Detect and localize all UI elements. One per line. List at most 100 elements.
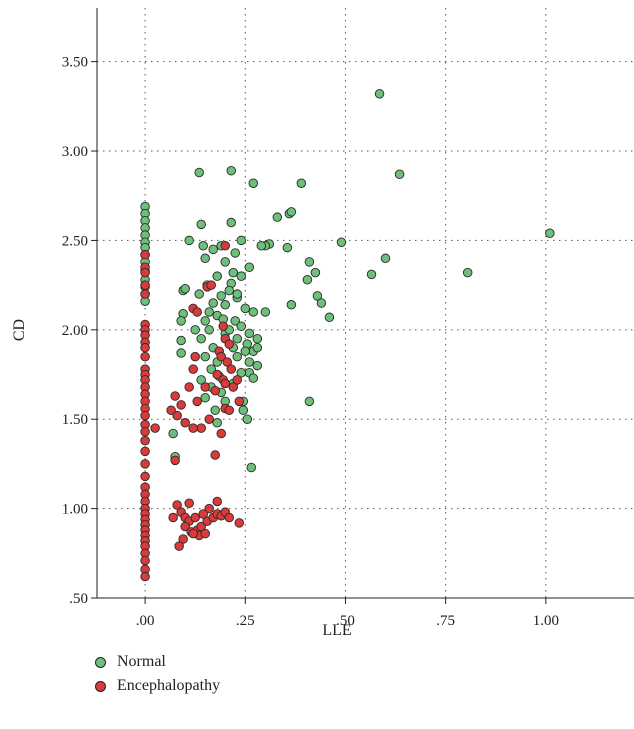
point-encephalopathy: [192, 307, 202, 317]
point-normal: [296, 178, 307, 188]
point-encephalopathy: [180, 521, 190, 532]
point-encephalopathy: [188, 423, 198, 433]
point-encephalopathy: [140, 280, 150, 290]
point-encephalopathy: [196, 521, 206, 532]
point-encephalopathy: [204, 414, 214, 424]
point-normal: [310, 267, 321, 278]
point-normal: [374, 89, 385, 99]
point-encephalopathy: [170, 455, 180, 466]
point-encephalopathy: [232, 375, 243, 385]
point-normal: [256, 241, 267, 251]
point-normal: [196, 219, 206, 230]
point-normal: [252, 360, 263, 371]
point-encephalopathy: [210, 385, 220, 396]
point-normal: [230, 248, 241, 258]
point-normal: [232, 334, 243, 344]
point-normal: [236, 271, 247, 281]
point-encephalopathy: [204, 503, 214, 514]
y-tick-label: 1.50: [62, 412, 88, 428]
x-tick-label: .50: [336, 613, 355, 629]
point-normal: [230, 316, 241, 326]
y-tick-label: 3.50: [62, 55, 88, 71]
point-encephalopathy: [198, 509, 208, 519]
point-normal: [246, 462, 257, 473]
legend: Normal Encephalopathy: [95, 650, 220, 698]
point-normal: [240, 303, 251, 314]
point-normal: [242, 414, 253, 424]
point-normal: [336, 237, 347, 247]
point-normal: [232, 289, 243, 299]
ticks: .50 1.00 1.50 2.00 2.50 3.00 3.50 .00 .25 .50 .75 1…: [62, 55, 559, 629]
point-normal: [286, 207, 297, 217]
point-normal: [324, 312, 335, 323]
point-normal: [304, 257, 315, 267]
point-normal: [176, 335, 186, 346]
point-normal: [236, 321, 247, 331]
point-normal: [248, 178, 259, 188]
point-encephalopathy: [140, 571, 150, 582]
point-normal: [272, 212, 283, 222]
point-encephalopathy: [228, 382, 239, 392]
point-normal: [168, 428, 178, 439]
point-normal: [176, 316, 186, 326]
point-normal: [226, 217, 236, 228]
point-encephalopathy: [196, 423, 206, 433]
point-encephalopathy: [224, 512, 234, 523]
point-normal: [244, 328, 255, 339]
point-normal: [212, 271, 222, 281]
point-normal: [196, 375, 206, 385]
scatter-chart: .50 1.00 1.50 2.00 2.50 3.00 3.50 .00 .25 .50 .75 1…: [11, 8, 634, 639]
point-encephalopathy: [190, 512, 200, 523]
point-normal: [220, 257, 230, 267]
point-normal: [224, 285, 234, 296]
point-normal: [212, 418, 222, 428]
point-encephalopathy: [188, 528, 198, 539]
point-encephalopathy: [140, 249, 150, 260]
point-normal: [204, 325, 214, 335]
point-encephalopathy: [212, 496, 222, 507]
point-normal: [244, 262, 255, 272]
point-normal: [236, 367, 247, 378]
point-normal: [176, 348, 186, 358]
y-tick-label: 2.50: [62, 233, 88, 249]
point-normal: [380, 253, 391, 264]
point-encephalopathy: [216, 428, 226, 439]
point-encephalopathy: [140, 342, 150, 353]
point-normal: [545, 228, 555, 239]
point-normal: [200, 316, 210, 326]
point-encephalopathy: [200, 382, 210, 392]
point-normal: [216, 291, 226, 301]
point-encephalopathy: [166, 405, 176, 416]
point-encephalopathy: [224, 339, 234, 349]
point-encephalopathy: [168, 512, 178, 523]
point-normal: [312, 291, 323, 301]
point-encephalopathy: [140, 351, 150, 362]
y-axis-title: CD: [11, 319, 28, 341]
point-encephalopathy: [140, 435, 150, 446]
point-normal: [180, 283, 190, 294]
point-normal: [200, 351, 210, 362]
point-encephalopathy: [190, 351, 200, 362]
point-normal: [286, 300, 297, 310]
point-encephalopathy: [174, 541, 184, 551]
point-normal: [208, 244, 218, 255]
point-normal: [194, 289, 204, 299]
point-encephalopathy: [140, 471, 150, 482]
point-normal: [248, 373, 259, 383]
x-tick-label: .75: [436, 613, 455, 629]
x-tick-label: 1.00: [533, 613, 559, 629]
legend-label-encephalopathy: Encephalopathy: [117, 677, 221, 694]
point-normal: [210, 405, 220, 416]
point-encephalopathy: [184, 498, 194, 508]
point-normal: [232, 351, 243, 362]
point-normal: [248, 307, 259, 317]
point-normal: [184, 235, 194, 246]
legend-label-normal: Normal: [117, 653, 166, 670]
point-normal: [252, 334, 263, 344]
point-normal: [304, 396, 315, 407]
point-encephalopathy: [206, 280, 216, 290]
point-normal: [228, 267, 239, 278]
point-encephalopathy: [234, 396, 245, 407]
point-encephalopathy: [192, 396, 202, 407]
point-encephalopathy: [170, 391, 180, 401]
